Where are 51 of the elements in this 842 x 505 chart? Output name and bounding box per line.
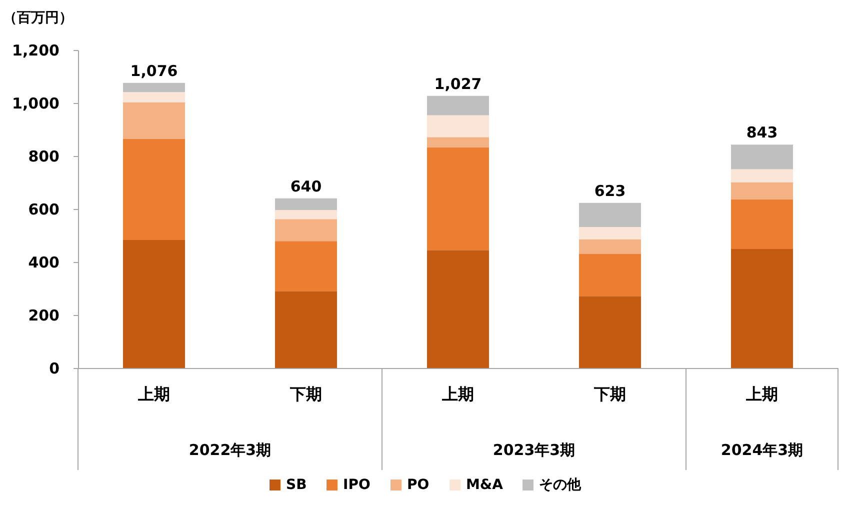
text: 2023年3期 <box>492 441 576 459</box>
bar <box>579 296 641 368</box>
x-tick-label: 上期 <box>137 384 170 404</box>
bar <box>275 198 337 210</box>
bar <box>731 144 793 170</box>
x-tick-label: 上期 <box>745 384 778 404</box>
bar <box>731 249 793 368</box>
total-label: 843 <box>746 124 778 142</box>
bar <box>427 147 489 250</box>
y-tick-label: 0 <box>49 360 60 378</box>
legend-label: IPO <box>343 477 370 493</box>
y-tick-label: 1,200 <box>12 42 60 60</box>
bar <box>275 291 337 368</box>
bar <box>427 115 489 138</box>
legend-label: その他 <box>539 477 582 493</box>
x-tick-label: 下期 <box>593 384 626 404</box>
bar <box>123 240 185 368</box>
bar <box>731 199 793 250</box>
legend-label: M&A <box>466 477 504 493</box>
bar <box>427 137 489 148</box>
y-tick-label: 200 <box>28 306 60 324</box>
text: 2022年3期 <box>188 441 272 459</box>
y-tick-label: 800 <box>28 148 60 166</box>
y-tick-label: 400 <box>28 254 60 272</box>
bar <box>275 210 337 220</box>
total-label: 623 <box>594 182 626 200</box>
x-tick-label: 上期 <box>441 384 474 404</box>
legend-label: SB <box>286 477 307 493</box>
bar <box>731 169 793 182</box>
bar <box>123 139 185 240</box>
total-label: 1,076 <box>130 62 178 80</box>
bar <box>123 82 185 92</box>
y-axis-title: （百万円） <box>3 10 73 26</box>
total-label: 1,027 <box>434 74 482 93</box>
y-tick-label: 600 <box>28 200 60 218</box>
legend-label: PO <box>407 477 430 493</box>
bar <box>579 202 641 228</box>
y-tick-label: 1,000 <box>12 94 60 112</box>
bar <box>427 250 489 368</box>
bar <box>731 182 793 200</box>
bar <box>579 254 641 296</box>
bar <box>579 239 641 254</box>
bar <box>123 92 185 102</box>
bar <box>275 241 337 292</box>
bar <box>275 219 337 242</box>
bar <box>579 227 641 240</box>
bar <box>123 102 185 140</box>
bar <box>427 96 489 116</box>
total-label: 640 <box>290 177 322 196</box>
text: 2024年3期 <box>720 441 804 459</box>
x-tick-label: 下期 <box>289 384 322 404</box>
